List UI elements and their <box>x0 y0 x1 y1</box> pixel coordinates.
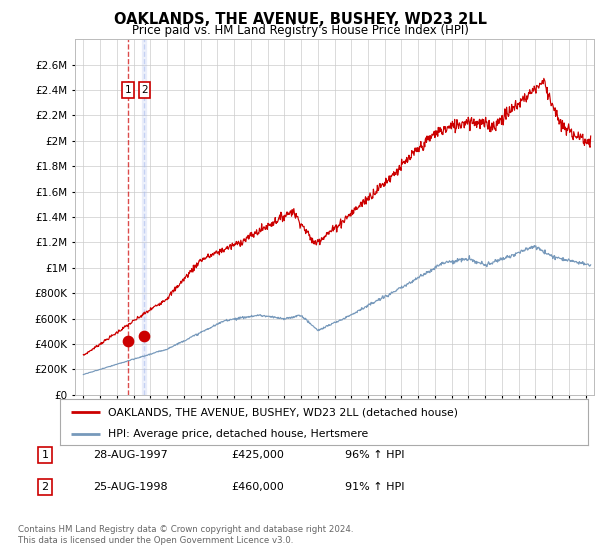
Text: £425,000: £425,000 <box>231 450 284 460</box>
Text: 2: 2 <box>41 482 49 492</box>
Text: 28-AUG-1997: 28-AUG-1997 <box>93 450 168 460</box>
Text: Price paid vs. HM Land Registry's House Price Index (HPI): Price paid vs. HM Land Registry's House … <box>131 24 469 36</box>
Point <box>123 337 133 346</box>
Text: 96% ↑ HPI: 96% ↑ HPI <box>345 450 404 460</box>
Text: Contains HM Land Registry data © Crown copyright and database right 2024.
This d: Contains HM Land Registry data © Crown c… <box>18 525 353 545</box>
Bar <box>142 39 146 395</box>
Text: 2: 2 <box>141 85 148 95</box>
Point <box>140 332 149 341</box>
Text: 1: 1 <box>124 85 131 95</box>
Text: OAKLANDS, THE AVENUE, BUSHEY, WD23 2LL: OAKLANDS, THE AVENUE, BUSHEY, WD23 2LL <box>113 12 487 27</box>
Text: OAKLANDS, THE AVENUE, BUSHEY, WD23 2LL (detached house): OAKLANDS, THE AVENUE, BUSHEY, WD23 2LL (… <box>107 407 458 417</box>
Text: £460,000: £460,000 <box>231 482 284 492</box>
Text: 1: 1 <box>41 450 49 460</box>
Text: 25-AUG-1998: 25-AUG-1998 <box>93 482 167 492</box>
Text: 91% ↑ HPI: 91% ↑ HPI <box>345 482 404 492</box>
Text: HPI: Average price, detached house, Hertsmere: HPI: Average price, detached house, Hert… <box>107 429 368 438</box>
